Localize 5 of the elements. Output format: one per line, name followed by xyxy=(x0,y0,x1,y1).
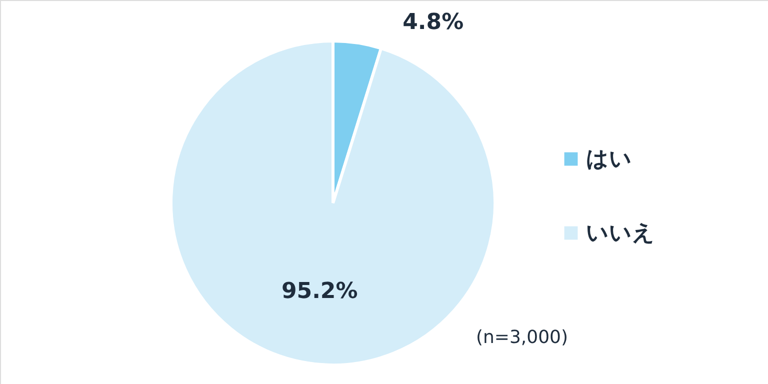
legend-label: いいえ xyxy=(586,221,655,246)
legend-label: はい xyxy=(586,147,632,172)
data-label: 4.8% xyxy=(402,10,464,36)
text: (n=3,000) xyxy=(476,327,568,348)
data-label: 95.2% xyxy=(281,279,358,304)
